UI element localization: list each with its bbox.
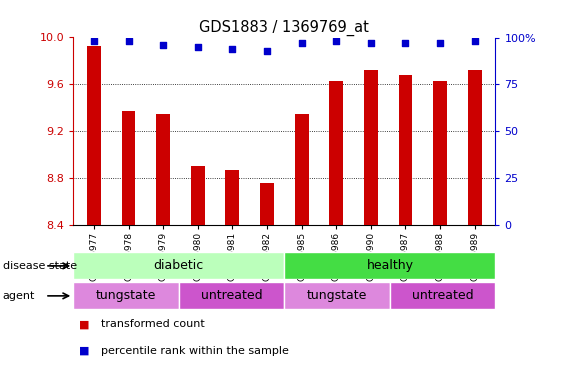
Point — [124, 38, 133, 44]
Point — [332, 38, 341, 44]
Point — [262, 48, 271, 54]
Bar — [73, 282, 179, 309]
Bar — [294, 114, 309, 225]
Bar — [390, 282, 495, 309]
Text: percentile rank within the sample: percentile rank within the sample — [101, 346, 289, 355]
Bar — [284, 282, 390, 309]
Bar — [73, 252, 284, 279]
Bar — [179, 282, 284, 309]
Bar — [191, 166, 205, 225]
Point — [90, 38, 99, 44]
Bar — [87, 46, 101, 225]
Point — [297, 40, 306, 46]
Point — [436, 40, 445, 46]
Text: disease state: disease state — [3, 261, 77, 271]
Bar — [468, 70, 481, 225]
Text: untreated: untreated — [412, 290, 473, 302]
Text: untreated: untreated — [201, 290, 262, 302]
Bar — [284, 252, 495, 279]
Text: agent: agent — [3, 291, 35, 301]
Point — [159, 42, 168, 48]
Bar — [329, 81, 343, 225]
Bar — [364, 70, 378, 225]
Text: ■: ■ — [79, 320, 90, 329]
Text: healthy: healthy — [367, 260, 413, 272]
Bar — [433, 81, 447, 225]
Point — [367, 40, 376, 46]
Bar — [122, 111, 136, 225]
Text: ■: ■ — [79, 346, 90, 355]
Bar — [260, 183, 274, 225]
Text: transformed count: transformed count — [101, 320, 205, 329]
Text: diabetic: diabetic — [154, 260, 204, 272]
Bar — [157, 114, 170, 225]
Bar — [225, 170, 239, 225]
Text: tungstate: tungstate — [307, 290, 367, 302]
Point — [193, 44, 202, 50]
Point — [401, 40, 410, 46]
Point — [470, 38, 479, 44]
Text: tungstate: tungstate — [96, 290, 156, 302]
Title: GDS1883 / 1369769_at: GDS1883 / 1369769_at — [199, 20, 369, 36]
Point — [228, 46, 237, 52]
Bar — [399, 75, 412, 225]
